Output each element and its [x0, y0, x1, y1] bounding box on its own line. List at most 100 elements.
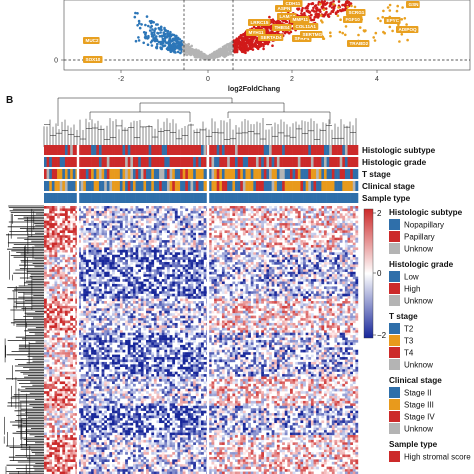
heatmap-cell [271, 235, 275, 238]
annotation-cell [72, 145, 76, 155]
heatmap-cell [138, 218, 142, 221]
heatmap-cell [187, 252, 191, 255]
annotation-cell [279, 193, 283, 203]
volcano-point [322, 2, 326, 5]
volcano-point [238, 46, 241, 49]
heatmap-cell [287, 210, 291, 214]
annotation-cell [208, 181, 212, 191]
heatmap-cell [44, 220, 47, 224]
heatmap-cell [355, 215, 359, 219]
heatmap-cell [237, 247, 241, 251]
annotation-cell [323, 181, 327, 191]
heatmap-cell [106, 274, 110, 277]
annotation-cell [344, 181, 348, 191]
heatmap-cell [182, 215, 186, 219]
heatmap-cell [140, 223, 144, 226]
heatmap-cell [140, 259, 144, 263]
heatmap-cell [49, 206, 53, 209]
heatmap-cell [164, 218, 168, 221]
annotation-cell [337, 193, 340, 203]
heatmap-cell [250, 249, 254, 253]
heatmap-cell [282, 247, 285, 251]
annotation-cell [318, 169, 322, 179]
heatmap-cell [269, 252, 272, 255]
heatmap-cell [91, 262, 94, 265]
heatmap-cell [96, 215, 100, 219]
annotation-cell [201, 169, 204, 179]
heatmap-cell [180, 264, 183, 268]
annotation-cell [180, 181, 183, 191]
heatmap-cell [303, 230, 306, 233]
heatmap-cell [112, 206, 115, 209]
volcano-point [224, 48, 228, 51]
gene-label: GSN [406, 1, 420, 8]
heatmap-cell [237, 254, 241, 258]
heatmap-cell [263, 266, 267, 270]
heatmap-cell [271, 271, 275, 275]
heatmap-cell [227, 237, 230, 241]
heatmap-cell [198, 271, 202, 275]
heatmap-cell [269, 242, 272, 246]
heatmap-cell [182, 252, 186, 255]
heatmap-cell [122, 210, 126, 214]
heatmap-cell [255, 237, 259, 241]
heatmap-cell [318, 252, 322, 255]
heatmap-cell [242, 220, 246, 224]
volcano-point [157, 26, 161, 30]
heatmap-cell [261, 249, 264, 253]
annotation-cell [51, 145, 55, 155]
heatmap-cell [355, 206, 359, 209]
heatmap-cell [274, 266, 278, 270]
annotation-cell [164, 193, 168, 203]
heatmap-cell [250, 242, 254, 246]
heatmap-cell [72, 237, 76, 241]
heatmap-cell [266, 235, 270, 238]
heatmap-cell [253, 240, 257, 243]
annotation-cell [269, 157, 272, 167]
heatmap-cell [70, 210, 73, 214]
annotation-cell [44, 181, 47, 191]
heatmap-cell [125, 262, 128, 265]
heatmap-cell [248, 208, 251, 212]
annotation-cell [98, 181, 102, 191]
heatmap-cell [303, 266, 306, 270]
heatmap-cell [130, 254, 134, 258]
heatmap-cell [287, 242, 291, 246]
heatmap-cell [245, 223, 249, 226]
heatmap-cell [300, 276, 304, 280]
heatmap-cell [279, 262, 283, 265]
heatmap-cell [274, 235, 278, 238]
heatmap-cell [51, 208, 55, 212]
volcano-point [171, 43, 175, 46]
heatmap-cell [187, 259, 191, 263]
heatmap-cell [229, 259, 233, 263]
heatmap-cell [51, 247, 55, 251]
annotation-cell [250, 169, 254, 179]
heatmap-cell [344, 232, 348, 236]
heatmap-cell [93, 274, 97, 277]
heatmap-cell [208, 259, 212, 263]
heatmap-cell [334, 210, 338, 214]
heatmap-cell [282, 213, 285, 216]
gene-label-text: THBS4 [275, 25, 291, 30]
heatmap-cell [287, 279, 291, 282]
heatmap-cell [242, 223, 246, 226]
heatmap-cell [127, 257, 131, 260]
heatmap-cell [198, 244, 202, 248]
heatmap-cell [151, 230, 155, 233]
heatmap-cell [289, 247, 293, 251]
heatmap-cell [88, 269, 92, 272]
heatmap-cell [159, 249, 162, 253]
heatmap-cell [201, 210, 204, 214]
heatmap-cell [331, 230, 335, 233]
annotation-cell [119, 181, 123, 191]
heatmap-cell [174, 264, 178, 268]
heatmap-cell [271, 276, 275, 280]
heatmap-cell [130, 215, 134, 219]
volcano-point [373, 39, 377, 42]
heatmap-cell [201, 271, 204, 275]
heatmap-cell [193, 264, 196, 268]
annotation-cell [203, 169, 207, 179]
gene-label: COL11A1 [293, 23, 319, 30]
